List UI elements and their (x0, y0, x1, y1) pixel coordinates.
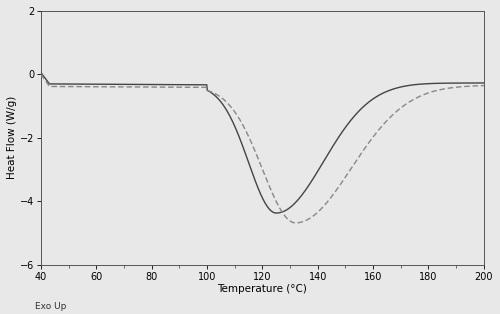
Text: Exo Up: Exo Up (35, 302, 66, 311)
X-axis label: Temperature (°C): Temperature (°C) (218, 284, 308, 295)
Y-axis label: Heat Flow (W/g): Heat Flow (W/g) (7, 96, 17, 180)
